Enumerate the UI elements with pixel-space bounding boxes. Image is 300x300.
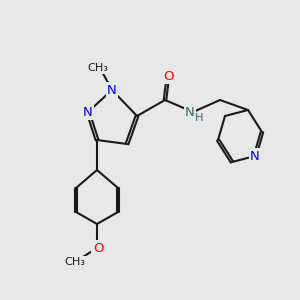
Text: N: N [185, 106, 195, 118]
Text: N: N [83, 106, 93, 118]
Text: N: N [250, 149, 260, 163]
Text: H: H [195, 113, 203, 123]
Text: CH₃: CH₃ [64, 257, 86, 267]
Text: N: N [107, 83, 117, 97]
Text: CH₃: CH₃ [88, 63, 109, 73]
Text: O: O [163, 70, 173, 83]
Text: O: O [93, 242, 103, 254]
